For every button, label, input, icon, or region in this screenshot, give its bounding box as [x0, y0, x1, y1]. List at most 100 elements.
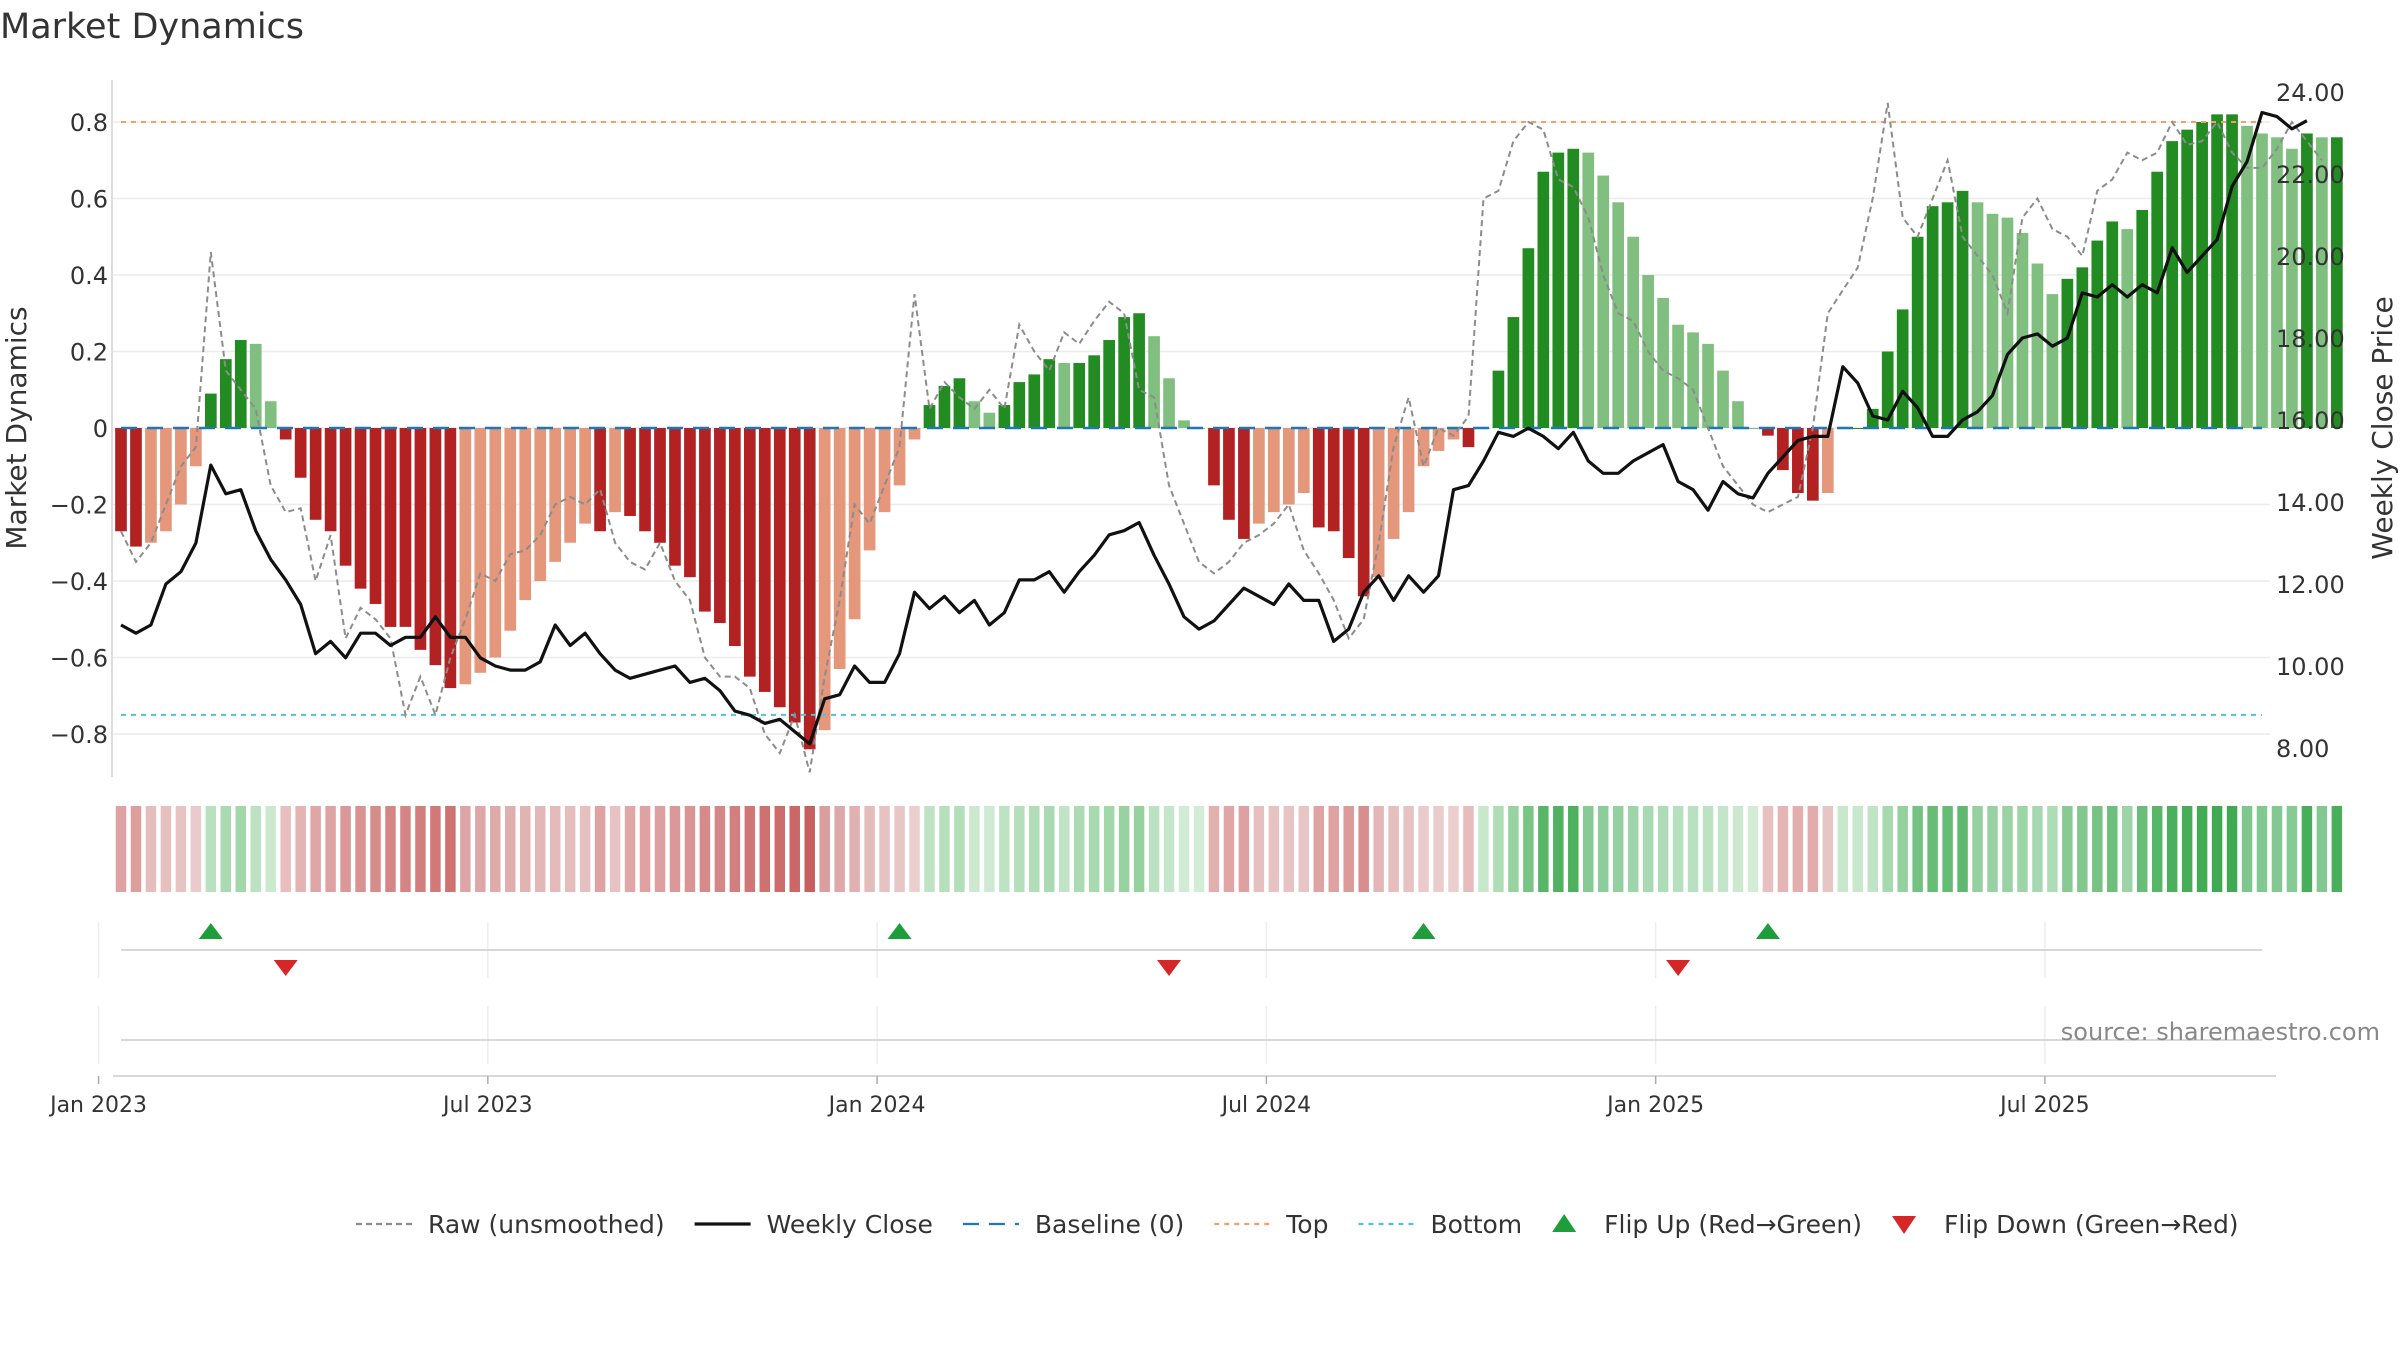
heat-cell [1837, 806, 1849, 892]
dynamics-bar [1747, 428, 1759, 429]
dynamics-bar [1208, 428, 1220, 486]
dynamics-bar [968, 401, 981, 428]
heat-cell [1717, 806, 1729, 892]
dynamics-bar [2181, 129, 2193, 428]
legend-item-baseline: Baseline (0) [962, 1210, 1184, 1239]
heat-cell [969, 806, 980, 892]
y-right-tick-label: 8.00 [2276, 735, 2329, 763]
dynamics-bar [1672, 324, 1684, 428]
dynamics-bar [938, 385, 951, 428]
heat-cell [1642, 806, 1654, 892]
dynamics-bar [1148, 336, 1160, 428]
heat-cell [999, 806, 1010, 892]
heat-cell [325, 806, 336, 892]
heat-cell [1583, 806, 1594, 892]
dynamics-bar [1792, 428, 1804, 494]
dynamics-bar [339, 428, 352, 566]
heat-cell [1283, 806, 1295, 892]
dynamics-bar [624, 428, 636, 516]
heat-cell [190, 806, 202, 892]
dynamics-bar [2046, 294, 2059, 428]
heat-cell [1418, 806, 1429, 892]
heat-cell [430, 806, 441, 892]
heat-cell [1672, 806, 1684, 892]
dynamics-bar [714, 428, 726, 624]
heat-cell [789, 806, 800, 892]
heat-cell [2136, 806, 2148, 892]
dynamics-bar [1567, 148, 1580, 428]
dynamics-bar [1537, 171, 1550, 428]
y-right-tick-label: 22.00 [2276, 161, 2345, 189]
dynamics-bar [1312, 428, 1325, 528]
dynamics-bar [115, 428, 127, 532]
legend-item-top: Top [1214, 1210, 1328, 1239]
dynamics-bar [369, 428, 382, 604]
dynamics-bar [684, 428, 696, 578]
dynamics-bar [2091, 240, 2104, 428]
heat-cell [1433, 806, 1444, 892]
heat-cell [1178, 806, 1190, 892]
heat-cell [1777, 806, 1789, 892]
dynamics-bar [1073, 362, 1086, 428]
chart-title: Market Dynamics [0, 7, 304, 47]
dynamics-bar [294, 428, 307, 478]
y-right-tick-label: 10.00 [2276, 653, 2345, 681]
dynamics-bar [1268, 428, 1280, 513]
heat-cell [939, 806, 950, 892]
heat-cell [505, 806, 516, 892]
source-note: source: sharemaestro.com [2061, 1018, 2380, 1046]
heat-cell [2271, 806, 2283, 892]
dynamics-bar [1238, 428, 1250, 539]
heat-cell [1088, 806, 1100, 892]
heat-cell [669, 806, 681, 892]
dynamics-bar [249, 343, 262, 428]
heat-cell [1193, 806, 1205, 892]
flip-up-marker [887, 923, 912, 939]
dynamics-bar [803, 428, 816, 750]
heat-cell [1073, 806, 1085, 892]
dynamics-bar [549, 428, 562, 562]
dynamics-bar [1732, 401, 1744, 428]
legend-swatch [1552, 1214, 1577, 1232]
dynamics-bar [923, 405, 936, 428]
heat-cell [1538, 806, 1549, 892]
heat-cell [849, 806, 860, 892]
heat-cell [2301, 806, 2313, 892]
heat-cell [774, 806, 786, 892]
y-right-tick-label: 12.00 [2276, 571, 2345, 599]
heat-cell [1029, 806, 1040, 892]
dynamics-bar [459, 428, 472, 685]
y-tick-label: 0.4 [70, 262, 108, 290]
flip-down-marker [1666, 960, 1691, 976]
dynamics-bar [1103, 340, 1115, 428]
dynamics-bar [204, 393, 217, 428]
heat-cell [1657, 806, 1669, 892]
heat-cell [520, 806, 531, 892]
heat-cell [265, 806, 276, 892]
heat-cell [1702, 806, 1714, 892]
legend-label: Baseline (0) [1035, 1210, 1184, 1239]
heat-cell [1568, 806, 1579, 892]
dynamics-bar [908, 428, 921, 440]
dynamics-bar [1926, 206, 1939, 428]
heat-cell [1163, 806, 1175, 892]
heat-cell [1103, 806, 1115, 892]
dynamics-bar [489, 428, 502, 658]
heat-cell [2256, 806, 2268, 892]
dynamics-bar [1327, 428, 1340, 532]
heat-cell [909, 806, 920, 892]
dynamics-bar [1118, 317, 1130, 428]
heat-cell [639, 806, 651, 892]
dynamics-bar [758, 428, 771, 692]
heat-cell [2017, 806, 2028, 892]
dynamics-bar [1552, 152, 1565, 428]
legend-label: Bottom [1430, 1210, 1522, 1239]
dynamics-bar [1282, 428, 1295, 505]
dynamics-bar [2151, 171, 2164, 428]
heat-cell [2092, 806, 2103, 892]
dynamics-bar [1342, 428, 1355, 559]
dynamics-bar [1028, 374, 1041, 428]
x-tick-label: Jul 2025 [1998, 1093, 2090, 1118]
heat-cell [1313, 806, 1325, 892]
dynamics-bar [474, 428, 487, 673]
